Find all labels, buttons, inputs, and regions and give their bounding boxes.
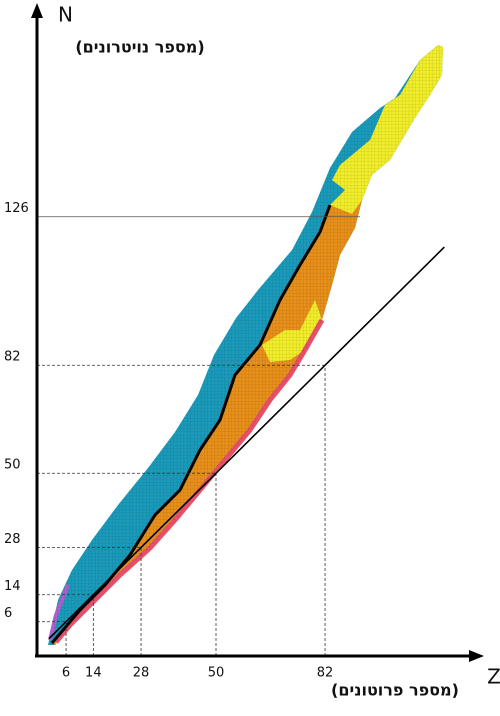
y-tick-label: 14	[4, 579, 21, 594]
y-tick-label: 50	[4, 458, 21, 473]
y-tick-label: 126	[4, 201, 29, 216]
x-tick-label: 14	[85, 666, 102, 681]
y-axis-label: N	[58, 3, 73, 27]
cell-grid	[48, 45, 443, 645]
x-tick-label: 82	[317, 666, 334, 681]
y-axis-sublabel: (מספר נויטרונים)	[75, 38, 204, 57]
y-arrow	[31, 3, 43, 18]
x-arrow	[469, 650, 484, 662]
x-axis-sublabel: (מספר פרוטונים)	[331, 681, 459, 700]
x-axis-label: Z	[487, 665, 500, 689]
guides	[37, 216, 360, 656]
y-tick-label: 6	[4, 606, 12, 621]
x-tick-label: 28	[133, 666, 150, 681]
x-tick-label: 50	[208, 666, 225, 681]
y-tick-label: 28	[4, 532, 21, 547]
n-equals-z-line	[48, 246, 445, 640]
y-tick-label: 82	[4, 350, 21, 365]
x-tick-label: 6	[62, 666, 70, 681]
axes	[31, 3, 484, 662]
nuclide-band	[48, 45, 443, 645]
